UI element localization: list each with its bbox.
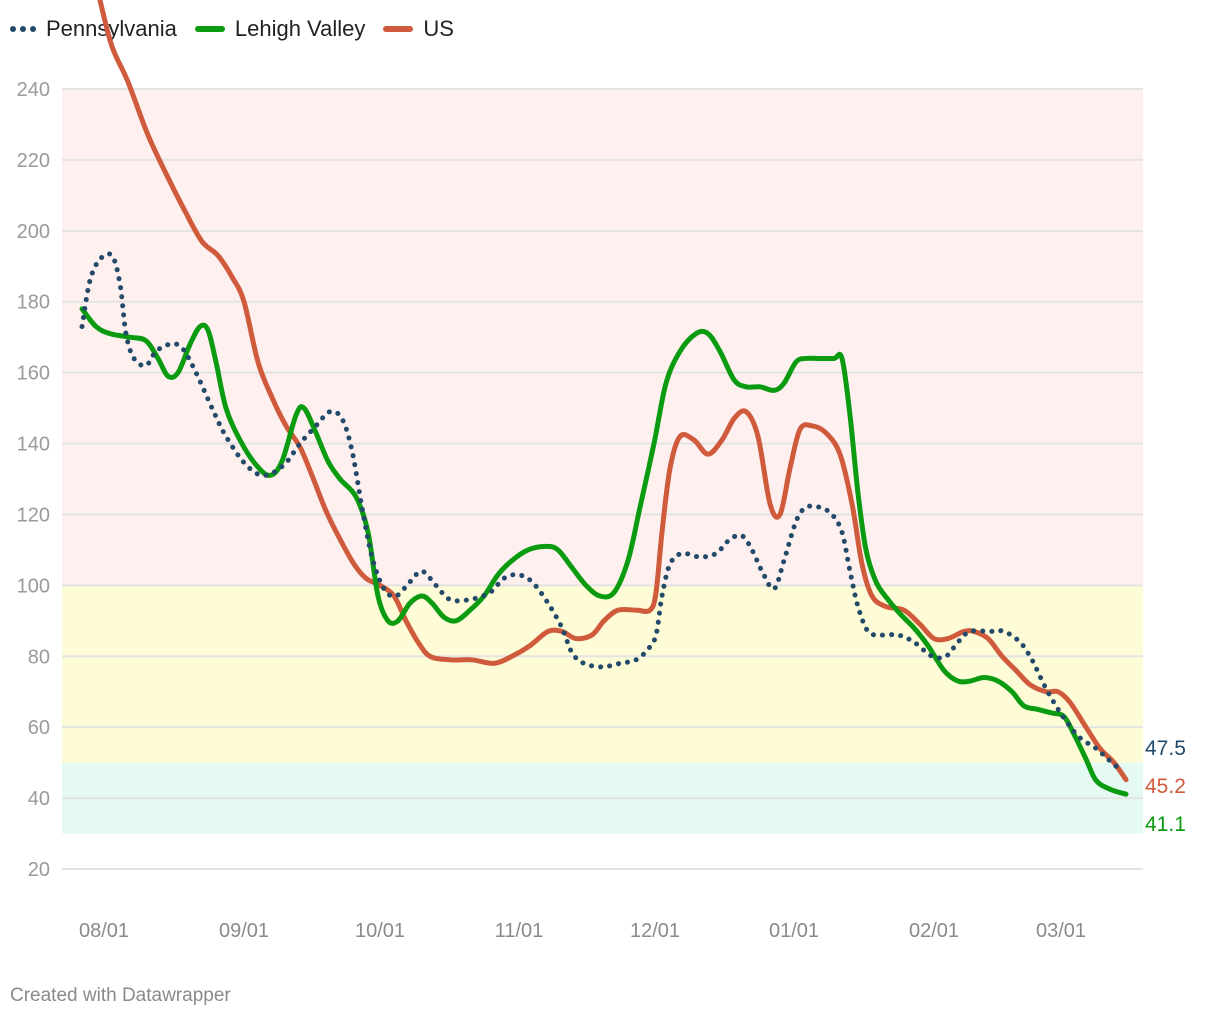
series-lines — [79, 0, 1129, 797]
y-tick-label: 20 — [28, 859, 50, 881]
end-label-value: 47.5 — [1145, 737, 1186, 760]
y-tick-label: 40 — [28, 788, 50, 810]
legend-label: Lehigh Valley — [234, 16, 366, 41]
series-line-pennsylvania — [79, 251, 1125, 774]
dotted-line-icon — [10, 26, 36, 32]
end-labels: 47.5 45.2 41.1 — [1145, 737, 1186, 836]
x-tick-label: 09/01 — [219, 920, 269, 942]
end-label-value: 45.2 — [1145, 775, 1186, 798]
y-tick-label: 160 — [17, 363, 50, 385]
y-tick-label: 80 — [28, 646, 50, 668]
threshold-band — [62, 89, 1143, 586]
end-label-value: 41.1 — [1145, 813, 1186, 836]
x-axis: 08/01 09/01 10/01 11/01 12/01 01/01 02/01 03/01 — [79, 920, 1086, 942]
legend: Pennsylvania Lehigh Valley US — [10, 16, 472, 42]
legend-item-us[interactable]: US — [383, 16, 454, 42]
x-tick-label: 03/01 — [1036, 920, 1086, 942]
x-tick-label: 10/01 — [355, 920, 405, 942]
x-tick-label: 01/01 — [769, 920, 819, 942]
x-tick-label: 02/01 — [909, 920, 959, 942]
threshold-bands — [62, 89, 1143, 834]
legend-label: US — [423, 16, 454, 41]
x-tick-label: 08/01 — [79, 920, 129, 942]
y-tick-label: 220 — [17, 150, 50, 172]
solid-line-icon — [383, 26, 414, 32]
x-tick-label: 12/01 — [630, 920, 680, 942]
y-tick-label: 60 — [28, 717, 50, 739]
solid-line-icon — [194, 26, 225, 32]
y-tick-label: 180 — [17, 292, 50, 314]
y-tick-label: 100 — [17, 575, 50, 597]
legend-item-lehigh-valley[interactable]: Lehigh Valley — [194, 16, 366, 42]
series-line-lehigh-valley — [79, 306, 1129, 797]
y-tick-label: 240 — [17, 79, 50, 101]
threshold-band — [62, 585, 1143, 763]
y-tick-label: 120 — [17, 504, 50, 526]
y-axis: 20 40 60 80 100 120 140 160 180 200 220 240 — [17, 79, 50, 881]
footer-credit: Created with Datawrapper — [10, 985, 231, 1006]
x-tick-label: 11/01 — [495, 920, 544, 942]
y-tick-label: 200 — [17, 221, 50, 243]
y-tick-label: 140 — [17, 434, 50, 456]
